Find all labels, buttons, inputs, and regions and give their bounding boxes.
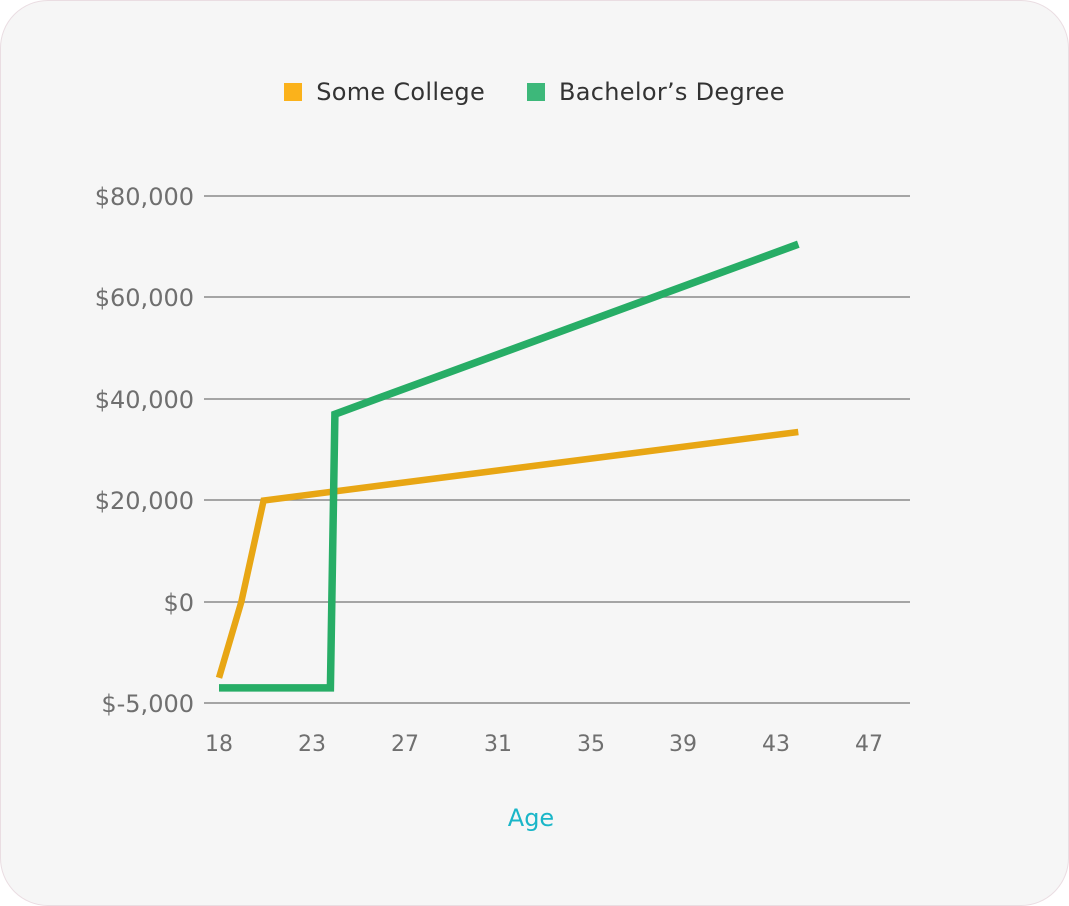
y-axis-ticks: $80,000 $60,000 $40,000 $20,000 $0 $-5,000 [95, 183, 194, 718]
x-tick-label: 27 [391, 732, 419, 757]
legend-swatch-bachelors-degree [527, 83, 546, 101]
y-tick-label: $40,000 [95, 386, 194, 414]
legend-item-bachelors-degree[interactable]: Bachelor’s Degree [527, 78, 785, 106]
y-tick-label: $0 [163, 589, 194, 617]
series-lines [215, 240, 800, 692]
legend-label-bachelors-degree: Bachelor’s Degree [559, 78, 785, 106]
legend-swatch-some-college [284, 83, 303, 101]
legend: Some College Bachelor’s Degree [0, 76, 1069, 108]
series-line-bachelor-s-degree [219, 240, 800, 692]
x-tick-label: 43 [762, 732, 790, 757]
y-tick-label: $80,000 [95, 183, 194, 211]
x-tick-label: 47 [855, 732, 883, 757]
x-tick-label: 39 [669, 732, 697, 757]
x-axis-title: Age [508, 804, 554, 832]
legend-item-some-college[interactable]: Some College [284, 78, 485, 106]
series-line-some-college [215, 428, 799, 679]
legend-label-some-college: Some College [316, 78, 486, 106]
gridlines [204, 195, 910, 704]
y-tick-label: $-5,000 [101, 690, 194, 718]
x-tick-label: 18 [205, 732, 233, 757]
x-tick-label: 23 [298, 732, 326, 757]
y-tick-label: $60,000 [95, 284, 194, 312]
x-tick-label: 35 [577, 732, 605, 757]
y-tick-label: $20,000 [95, 487, 194, 515]
x-axis-ticks: 18 23 27 31 35 39 43 47 [205, 732, 883, 757]
x-tick-label: 31 [484, 732, 512, 757]
